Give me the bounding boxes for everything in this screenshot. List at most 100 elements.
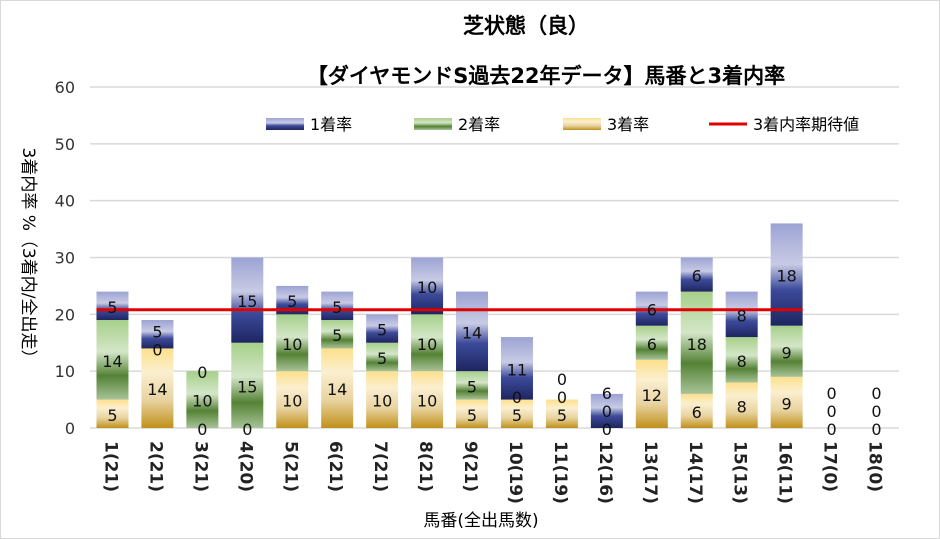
bar-segment-3着率	[680, 393, 713, 428]
bar-segment-3着率	[456, 399, 489, 428]
data-label: 0	[557, 388, 567, 407]
bar-segment-1着率	[141, 320, 174, 349]
data-label: 0	[871, 384, 881, 403]
data-label: 10	[282, 392, 302, 411]
bar-segment-2着率	[276, 314, 309, 372]
legend-label: 2着率	[458, 115, 500, 134]
data-label: 0	[826, 420, 836, 439]
x-tick-label: 16(11)	[775, 441, 795, 504]
bar-segment-3着率	[141, 348, 174, 428]
data-label: 9	[782, 343, 792, 362]
x-tick-label: 18(0)	[865, 441, 885, 492]
data-label: 10	[372, 392, 392, 411]
data-label: 5	[107, 406, 117, 425]
bar-segment-1着率	[456, 291, 489, 372]
data-label: 15	[237, 292, 257, 311]
bar-segment-1着率	[231, 257, 264, 343]
data-label: 5	[332, 326, 342, 345]
bar-segment-1着率	[680, 257, 713, 292]
bar-segment-1着率	[411, 257, 444, 315]
bar-segment-3着率	[635, 359, 668, 428]
y-tick-label: 50	[55, 135, 75, 154]
data-label: 10	[282, 335, 302, 354]
data-label: 8	[737, 352, 747, 371]
bar-segment-2着率	[186, 371, 219, 428]
bar-segment-3着率	[411, 371, 444, 428]
bar-segment-2着率	[411, 314, 444, 372]
x-tick-label: 7(21)	[370, 441, 390, 492]
data-label: 0	[512, 388, 522, 407]
bar-segment-2着率	[770, 325, 803, 377]
legend-label: 3着率	[607, 115, 649, 134]
data-label: 0	[602, 402, 612, 421]
data-label: 14	[462, 323, 482, 342]
data-label: 0	[242, 420, 252, 439]
data-label: 0	[871, 420, 881, 439]
data-label: 6	[692, 403, 702, 422]
x-tick-label: 2(21)	[145, 441, 165, 492]
data-label: 6	[647, 335, 657, 354]
data-label: 6	[692, 267, 702, 286]
x-tick-label: 8(21)	[415, 441, 435, 492]
x-tick-label: 17(0)	[820, 441, 840, 492]
data-label: 5	[377, 321, 387, 340]
x-tick-label: 5(21)	[280, 441, 300, 492]
chart-title: 芝状態（良）	[463, 14, 589, 38]
y-tick-label: 20	[55, 305, 75, 324]
data-label: 5	[107, 298, 117, 317]
data-label: 12	[642, 386, 662, 405]
bar-segment-3着率	[276, 371, 309, 428]
legend-swatch	[266, 118, 304, 130]
bar-segment-3着率	[96, 399, 129, 428]
bar-segment-1着率	[321, 291, 354, 321]
data-label: 14	[327, 380, 347, 399]
data-label: 5	[557, 406, 567, 425]
data-label: 0	[557, 370, 567, 389]
data-label: 8	[737, 397, 747, 416]
bar-segment-1着率	[725, 291, 758, 338]
legend-swatch	[414, 118, 452, 130]
bar-segment-2着率	[96, 320, 129, 400]
bar-segment-3着率	[366, 371, 399, 428]
data-label: 0	[197, 363, 207, 382]
y-axis-label: 3着内率 %（3着内/全出走）	[18, 148, 38, 367]
data-label: 6	[647, 301, 657, 320]
data-label: 14	[147, 380, 167, 399]
x-tick-label: 4(20)	[235, 441, 255, 492]
y-tick-label: 30	[55, 249, 75, 268]
data-label: 5	[152, 322, 162, 341]
bar-segment-2着率	[366, 342, 399, 372]
x-tick-label: 15(13)	[730, 441, 750, 504]
bar-segment-3着率	[770, 376, 803, 428]
data-label: 10	[192, 392, 212, 411]
data-label: 5	[467, 406, 477, 425]
bar-segment-3着率	[725, 382, 758, 428]
x-axis-label: 馬番(全出馬数)	[423, 511, 538, 531]
x-tick-label: 12(16)	[595, 441, 615, 504]
x-tick-label: 10(19)	[505, 441, 525, 504]
data-label: 9	[782, 394, 792, 413]
data-label: 8	[737, 306, 747, 325]
bar-segment-2着率	[231, 342, 264, 428]
bar-segment-3着率	[500, 399, 533, 428]
x-tick-label: 13(17)	[640, 441, 660, 504]
data-label: 11	[507, 360, 527, 379]
bar-segment-1着率	[366, 314, 399, 343]
y-tick-label: 40	[55, 192, 75, 211]
data-label: 0	[871, 402, 881, 421]
data-label: 5	[287, 292, 297, 311]
x-tick-label: 3(21)	[190, 441, 210, 492]
chart-subtitle: 【ダイヤモンドS過去22年データ】馬番と3着内率	[307, 64, 785, 88]
x-tick-label: 9(21)	[460, 441, 480, 492]
data-label: 10	[417, 392, 437, 411]
legend-label: 1着率	[310, 115, 352, 134]
data-label: 5	[377, 349, 387, 368]
bar-segment-1着率	[590, 393, 623, 428]
x-tick-label: 1(21)	[100, 441, 120, 492]
legend-swatch	[563, 118, 601, 130]
data-label: 5	[512, 406, 522, 425]
y-tick-label: 0	[65, 419, 75, 438]
bar-segment-1着率	[96, 291, 129, 321]
data-label: 0	[152, 340, 162, 359]
